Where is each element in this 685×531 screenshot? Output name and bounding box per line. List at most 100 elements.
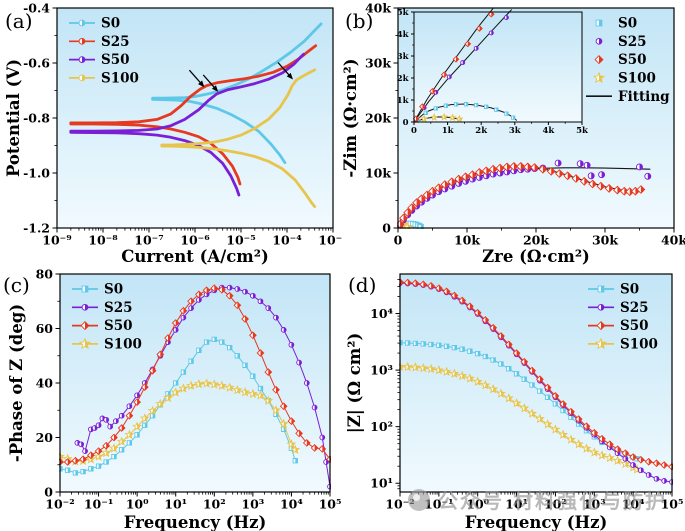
star-marker	[511, 398, 522, 408]
circle-marker	[488, 30, 494, 36]
circle-marker	[78, 56, 86, 63]
svg-text:20k: 20k	[365, 110, 391, 125]
circle-marker	[303, 380, 310, 386]
y-axis-title: -Zim (Ω·cm²)	[342, 58, 360, 177]
svg-text:10⁻²: 10⁻²	[45, 496, 74, 511]
svg-text:10²: 10²	[370, 419, 393, 434]
diamond-marker	[613, 445, 622, 454]
diamond-marker	[604, 183, 614, 193]
diamond-marker	[466, 302, 474, 311]
svg-text:10³: 10³	[583, 496, 606, 511]
circle-marker	[475, 174, 483, 181]
svg-text:S25: S25	[620, 300, 649, 316]
diamond-marker	[407, 203, 417, 213]
series-S50	[397, 161, 646, 229]
diamond-marker	[225, 291, 234, 300]
star-marker	[286, 439, 297, 449]
star-marker	[247, 388, 258, 399]
circle-marker	[273, 314, 279, 321]
star-marker	[566, 434, 576, 444]
star-marker	[496, 388, 506, 398]
square-marker	[149, 413, 156, 419]
square-marker	[80, 468, 86, 475]
square-marker	[234, 353, 241, 359]
svg-text:10⁻⁴: 10⁻⁴	[272, 232, 302, 247]
square-marker	[203, 339, 210, 345]
circle-marker	[638, 467, 644, 474]
circle-marker	[257, 298, 264, 305]
circle-marker	[645, 472, 652, 478]
series-S100-inset	[413, 112, 464, 123]
series-S50-inset	[413, 10, 495, 123]
star-marker	[589, 447, 600, 457]
circle-marker	[180, 314, 187, 321]
circle-marker	[323, 459, 329, 465]
diamond-marker	[140, 383, 149, 391]
star-marker	[186, 380, 197, 390]
circle-marker	[242, 288, 248, 295]
svg-text:S25: S25	[618, 34, 647, 50]
series-S0	[151, 22, 323, 165]
diamond-marker	[596, 321, 606, 331]
square-marker	[126, 440, 133, 446]
diamond-marker	[422, 190, 432, 200]
diamond-marker	[574, 415, 583, 423]
diamond-marker	[567, 407, 575, 416]
svg-text:S0: S0	[101, 16, 120, 32]
star-marker	[78, 337, 92, 350]
x-axis-title: Current (A/cm²)	[121, 247, 269, 266]
svg-text:S0: S0	[620, 282, 639, 298]
circle-marker	[319, 434, 326, 441]
diamond-marker	[233, 301, 242, 310]
svg-text:-0.8: -0.8	[23, 110, 50, 125]
panel-d-bode-impedance-chart: 10⁻² 10⁻¹ 10⁰ 10¹ 10² 10³ 10⁴ 10⁵ 10¹ 10² 10³ 10⁴ Fr…	[345, 273, 683, 531]
axes: 0 1k 2k 3k 4k 5k 0 1k 2k 3k 4k 5k	[397, 8, 589, 136]
diamond-marker	[256, 349, 265, 357]
diamond-marker	[279, 402, 288, 411]
circle-marker	[460, 60, 466, 66]
square-marker	[560, 407, 566, 414]
svg-text:10¹: 10¹	[505, 496, 528, 511]
svg-text:2k: 2k	[397, 74, 410, 84]
star-marker	[534, 413, 545, 424]
diamond-marker	[179, 306, 188, 315]
svg-text:60: 60	[36, 321, 54, 336]
diamond-marker	[440, 180, 450, 190]
square-marker	[463, 102, 469, 107]
diamond-marker	[481, 316, 490, 324]
diamond-marker	[117, 424, 126, 432]
star-marker	[472, 376, 483, 386]
square-marker	[474, 102, 479, 108]
series-layer	[399, 278, 673, 485]
star-marker	[271, 405, 281, 415]
circle-marker	[503, 15, 509, 20]
diamond-marker	[497, 332, 505, 340]
square-marker	[436, 342, 442, 348]
series-S50	[59, 284, 331, 466]
svg-text:20: 20	[36, 430, 54, 445]
svg-text:10⁻²: 10⁻²	[385, 496, 414, 511]
square-marker	[443, 343, 450, 349]
diamond-marker	[571, 174, 581, 183]
circle-marker	[188, 305, 194, 311]
diamond-marker	[538, 164, 548, 174]
circle-marker	[636, 163, 643, 171]
star-marker	[278, 418, 289, 429]
circle-marker	[103, 416, 110, 423]
star-marker	[209, 379, 220, 389]
svg-text:10³: 10³	[241, 496, 264, 511]
series-layer	[69, 22, 323, 209]
svg-text:S0: S0	[618, 16, 637, 32]
star-marker	[542, 419, 553, 429]
star-marker	[440, 112, 449, 121]
diamond-marker	[530, 163, 540, 172]
svg-text:S100: S100	[620, 337, 658, 353]
diamond-marker	[520, 357, 529, 366]
svg-text:10⁴: 10⁴	[622, 496, 645, 511]
legend: S0 S25 S50 S100	[72, 282, 142, 353]
axes: 10⁻² 10⁻¹ 10⁰ 10¹ 10² 10³ 10⁴ 10⁵ 0 20 40 60 80	[36, 266, 342, 511]
diamond-marker	[171, 319, 180, 327]
diamond-marker	[412, 198, 422, 208]
star-marker	[573, 439, 584, 449]
star-marker	[455, 114, 464, 123]
